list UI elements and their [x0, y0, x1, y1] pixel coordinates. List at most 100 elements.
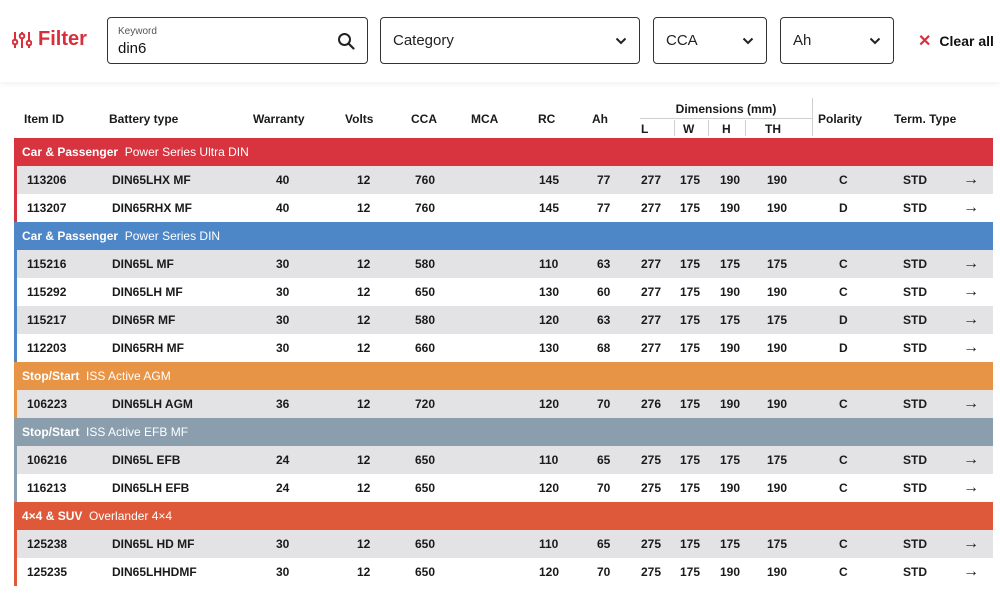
- cell-term-type: STD: [903, 313, 927, 327]
- cell-warranty: 36: [276, 397, 290, 411]
- cell-dim-l: 277: [641, 341, 662, 355]
- cell-item-id: 116213: [27, 481, 67, 495]
- cell-dim-th: 190: [767, 173, 788, 187]
- cell-term-type: STD: [903, 173, 927, 187]
- group-category: Stop/Start: [22, 425, 80, 439]
- arrow-right-icon[interactable]: →: [963, 563, 979, 580]
- cell-warranty: 30: [276, 537, 290, 551]
- cell-dim-l: 277: [641, 257, 662, 271]
- search-icon[interactable]: [337, 32, 355, 55]
- keyword-value[interactable]: din6: [118, 40, 147, 57]
- cell-rc: 110: [539, 257, 559, 271]
- cell-ah: 70: [597, 565, 611, 579]
- cell-term-type: STD: [903, 481, 927, 495]
- cell-item-id: 115216: [27, 257, 67, 271]
- col-dim-th[interactable]: TH: [765, 122, 781, 136]
- cell-dim-l: 275: [641, 481, 662, 495]
- arrow-right-icon[interactable]: →: [963, 395, 979, 412]
- col-polarity[interactable]: Polarity: [818, 112, 863, 126]
- table-row[interactable]: 113206 DIN65LHX MF 40 12 760 145 77 277 175 190 19…: [14, 166, 993, 194]
- cell-volts: 12: [357, 341, 371, 355]
- table-row[interactable]: 112203 DIN65RH MF 30 12 660 130 68 277 175 190 190…: [14, 334, 993, 362]
- col-volts[interactable]: Volts: [345, 112, 374, 126]
- chevron-down-icon: [742, 37, 754, 45]
- keyword-input[interactable]: Keyword din6: [107, 17, 368, 64]
- col-dim-l[interactable]: L: [641, 122, 649, 136]
- cell-ah: 65: [597, 453, 611, 467]
- ah-select-label: Ah: [793, 32, 812, 49]
- arrow-right-icon[interactable]: →: [963, 199, 979, 216]
- cell-dim-h: 190: [720, 285, 741, 299]
- table-row[interactable]: 106216 DIN65L EFB 24 12 650 110 65 275 175 175 175…: [14, 446, 993, 474]
- cell-rc: 120: [539, 481, 560, 495]
- filter-heading: Filter: [12, 28, 87, 51]
- arrow-right-icon[interactable]: →: [963, 535, 979, 552]
- cell-volts: 12: [357, 565, 371, 579]
- cell-rc: 130: [539, 285, 560, 299]
- table-header: Item ID Battery type Warranty Volts CCA …: [14, 98, 993, 138]
- table-row[interactable]: 115217 DIN65R MF 30 12 580 120 63 277 175 175 175 D…: [14, 306, 993, 334]
- cell-warranty: 30: [276, 565, 290, 579]
- col-mca[interactable]: MCA: [471, 112, 499, 126]
- dimensions-divider: [674, 120, 675, 136]
- table-row[interactable]: 106223 DIN65LH AGM 36 12 720 120 70 276 175 190 19…: [14, 390, 993, 418]
- cell-item-id: 106216: [27, 453, 68, 467]
- table-row[interactable]: 115216 DIN65L MF 30 12 580 110 63 277 175 175 175 C…: [14, 250, 993, 278]
- arrow-right-icon[interactable]: →: [963, 255, 979, 272]
- cca-select-label: CCA: [666, 32, 698, 49]
- cell-dim-w: 175: [680, 173, 701, 187]
- col-dim-w[interactable]: W: [683, 122, 695, 136]
- col-warranty[interactable]: Warranty: [253, 112, 305, 126]
- table-row[interactable]: 125238 DIN65L HD MF 30 12 650 110 65 275 175 175 1…: [14, 530, 993, 558]
- cell-ah: 68: [597, 341, 611, 355]
- arrow-right-icon[interactable]: →: [963, 339, 979, 356]
- cell-term-type: STD: [903, 565, 927, 579]
- arrow-right-icon[interactable]: →: [963, 171, 979, 188]
- cell-dim-l: 277: [641, 285, 662, 299]
- cell-dim-th: 175: [767, 453, 788, 467]
- cell-ah: 77: [597, 201, 611, 215]
- clear-all-button[interactable]: ✕ Clear all: [918, 31, 994, 51]
- col-battery-type[interactable]: Battery type: [109, 112, 179, 126]
- dimensions-divider: [640, 118, 812, 119]
- group-category: Car & Passenger: [22, 145, 119, 159]
- ah-select[interactable]: Ah: [780, 17, 894, 64]
- cell-dim-th: 190: [767, 341, 788, 355]
- col-dim-h[interactable]: H: [722, 122, 731, 136]
- keyword-label: Keyword: [118, 26, 157, 37]
- col-term-type[interactable]: Term. Type: [894, 112, 957, 126]
- cell-volts: 12: [357, 257, 371, 271]
- cell-rc: 110: [539, 537, 559, 551]
- table-row[interactable]: 113207 DIN65RHX MF 40 12 760 145 77 277 175 190 19…: [14, 194, 993, 222]
- group-series: Power Series Ultra DIN: [124, 145, 249, 159]
- group-category: 4×4 & SUV: [22, 509, 83, 523]
- col-cca[interactable]: CCA: [411, 112, 437, 126]
- cell-dim-w: 175: [680, 453, 701, 467]
- cell-item-id: 125238: [27, 537, 68, 551]
- col-item-id[interactable]: Item ID: [24, 112, 65, 126]
- arrow-right-icon[interactable]: →: [963, 311, 979, 328]
- cell-dim-l: 275: [641, 537, 662, 551]
- arrow-right-icon[interactable]: →: [963, 479, 979, 496]
- col-rc[interactable]: RC: [538, 112, 556, 126]
- cell-dim-h: 190: [720, 397, 741, 411]
- table-row[interactable]: 116213 DIN65LH EFB 24 12 650 120 70 275 175 190 19…: [14, 474, 993, 502]
- cell-rc: 145: [539, 201, 560, 215]
- cell-battery-type: DIN65LH AGM: [112, 397, 193, 411]
- col-ah[interactable]: Ah: [592, 112, 608, 126]
- category-select[interactable]: Category: [380, 17, 640, 64]
- cca-select[interactable]: CCA: [653, 17, 767, 64]
- cell-item-id: 125235: [27, 565, 68, 579]
- cell-cca: 760: [415, 201, 436, 215]
- arrow-right-icon[interactable]: →: [963, 283, 979, 300]
- dimensions-divider: [812, 98, 813, 136]
- cell-polarity: C: [839, 481, 848, 495]
- group-header: Car & Passenger Power Series Ultra DIN: [14, 138, 993, 166]
- table-row[interactable]: 125235 DIN65LHHDMF 30 12 650 120 70 275 175 190 19…: [14, 558, 993, 586]
- table-row[interactable]: 115292 DIN65LH MF 30 12 650 130 60 277 175 190 190…: [14, 278, 993, 306]
- arrow-right-icon[interactable]: →: [963, 451, 979, 468]
- cell-volts: 12: [357, 285, 371, 299]
- group-header: Stop/Start ISS Active EFB MF: [14, 418, 993, 446]
- cell-warranty: 24: [276, 481, 290, 495]
- group-header: 4×4 & SUV Overlander 4×4: [14, 502, 993, 530]
